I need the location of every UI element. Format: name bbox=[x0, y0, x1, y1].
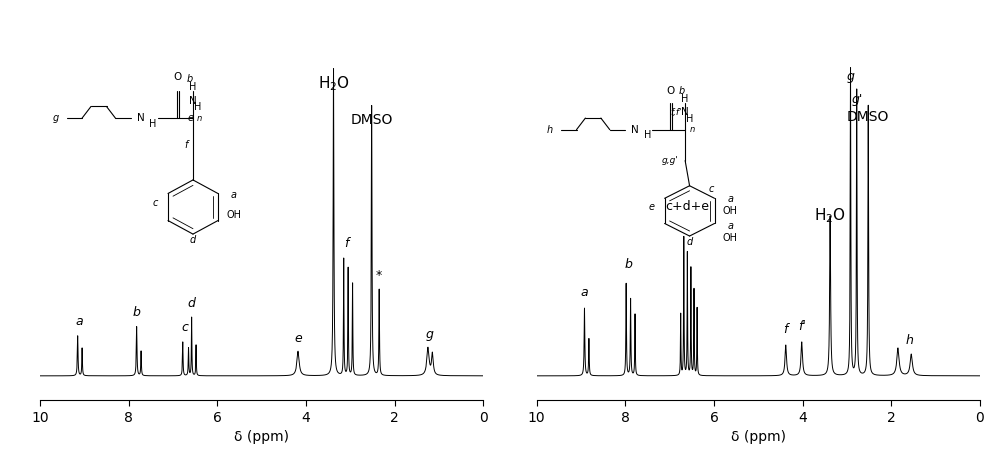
Text: e: e bbox=[187, 113, 193, 123]
Text: f: f bbox=[184, 140, 188, 150]
Text: e: e bbox=[294, 332, 302, 345]
Text: H: H bbox=[644, 131, 651, 141]
Text: DMSO: DMSO bbox=[350, 113, 393, 127]
Text: OH: OH bbox=[226, 210, 241, 220]
Text: f: f bbox=[344, 237, 348, 250]
Text: OH: OH bbox=[723, 233, 738, 243]
Text: N: N bbox=[189, 96, 197, 106]
Text: H$_2$O: H$_2$O bbox=[318, 75, 350, 93]
Text: N: N bbox=[137, 113, 144, 123]
Text: DMSO: DMSO bbox=[847, 110, 889, 124]
Text: a: a bbox=[75, 315, 83, 328]
Text: g: g bbox=[425, 328, 433, 340]
Text: g: g bbox=[847, 70, 854, 83]
Text: H: H bbox=[681, 94, 689, 104]
Text: *: * bbox=[376, 269, 382, 282]
Text: OH: OH bbox=[723, 206, 738, 216]
Text: g,g': g,g' bbox=[662, 156, 678, 165]
Text: H: H bbox=[686, 114, 694, 124]
Text: h: h bbox=[905, 334, 913, 347]
Text: g: g bbox=[52, 113, 59, 123]
Text: N: N bbox=[631, 125, 639, 135]
Text: b: b bbox=[133, 306, 141, 319]
Text: g': g' bbox=[851, 93, 862, 106]
Text: O: O bbox=[666, 86, 675, 96]
Text: N: N bbox=[681, 107, 689, 117]
Text: n: n bbox=[197, 114, 202, 122]
Text: a: a bbox=[727, 194, 733, 204]
Text: c+d+e: c+d+e bbox=[665, 200, 709, 213]
Text: a: a bbox=[727, 222, 733, 231]
Text: f: f bbox=[784, 323, 788, 336]
Text: d: d bbox=[188, 297, 196, 310]
Text: b: b bbox=[187, 75, 193, 84]
Text: H: H bbox=[194, 102, 201, 112]
X-axis label: δ (ppm): δ (ppm) bbox=[234, 430, 289, 445]
X-axis label: δ (ppm): δ (ppm) bbox=[731, 430, 786, 445]
Text: d: d bbox=[190, 235, 196, 245]
Text: f': f' bbox=[798, 320, 806, 333]
Text: a: a bbox=[231, 191, 237, 200]
Text: d: d bbox=[686, 237, 693, 247]
Text: c: c bbox=[152, 198, 157, 208]
Text: a: a bbox=[581, 286, 588, 299]
Text: H: H bbox=[189, 82, 197, 92]
Text: H$_2$O: H$_2$O bbox=[814, 207, 846, 225]
Text: b: b bbox=[625, 258, 633, 272]
Text: H: H bbox=[149, 119, 156, 129]
Text: e: e bbox=[648, 202, 654, 212]
Text: h: h bbox=[547, 125, 553, 135]
Text: n: n bbox=[690, 125, 695, 134]
Text: b: b bbox=[679, 86, 685, 96]
Text: f,f': f,f' bbox=[671, 108, 682, 117]
Text: O: O bbox=[173, 72, 182, 82]
Text: c: c bbox=[182, 321, 188, 334]
Text: c: c bbox=[708, 184, 714, 194]
